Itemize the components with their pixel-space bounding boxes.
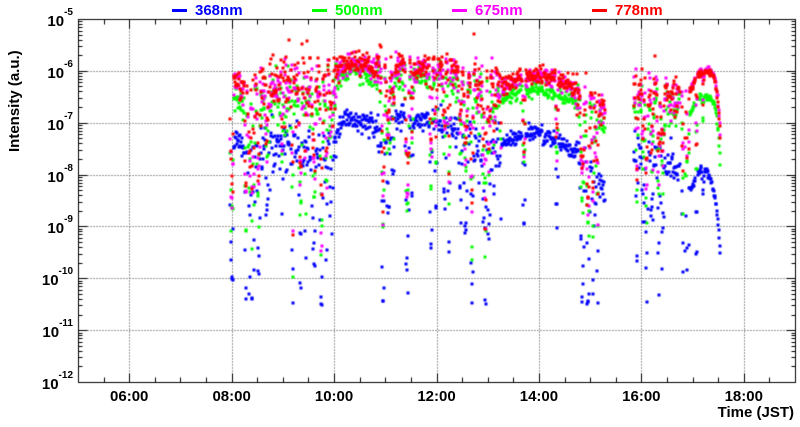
legend-label-675nm: 675nm	[475, 1, 523, 19]
legend-label-500nm: 500nm	[335, 1, 383, 19]
y-tick-label-1e-12: 10-12	[41, 370, 73, 393]
y-tick-label-1e-9: 10-9	[47, 214, 73, 238]
legend-marker-500nm	[312, 8, 327, 12]
x-tick-label-08:00: 08:00	[212, 388, 251, 405]
legend-marker-368nm	[172, 8, 187, 12]
x-tick-label-06:00: 06:00	[110, 388, 149, 405]
x-tick-label-12:00: 12:00	[417, 388, 456, 405]
legend-label-778nm: 778nm	[615, 1, 663, 19]
legend-label-368nm: 368nm	[195, 1, 243, 19]
x-axis-title: Time (JST)	[717, 404, 794, 421]
legend-item-675nm: 675nm	[452, 1, 523, 19]
y-tick-label-1e-8: 10-8	[47, 162, 73, 186]
x-tick-label-16:00: 16:00	[622, 388, 661, 405]
y-tick-label-1e-10: 10-10	[41, 266, 73, 290]
y-tick-label-1e-11: 10-11	[42, 318, 73, 342]
x-tick-label-18:00: 18:00	[724, 388, 763, 405]
legend-marker-675nm	[452, 8, 467, 12]
y-tick-label-1e-5: 10-5	[47, 7, 73, 30]
legend-item-500nm: 500nm	[312, 1, 383, 19]
legend-item-368nm: 368nm	[172, 1, 243, 19]
legend-marker-778nm	[592, 8, 607, 12]
x-tick-label-10:00: 10:00	[314, 388, 354, 405]
y-tick-label-1e-7: 10-7	[47, 110, 73, 134]
x-tick-label-14:00: 14:00	[519, 388, 559, 405]
y-tick-label-1e-6: 10-6	[47, 58, 73, 82]
legend-item-778nm: 778nm	[592, 1, 663, 19]
